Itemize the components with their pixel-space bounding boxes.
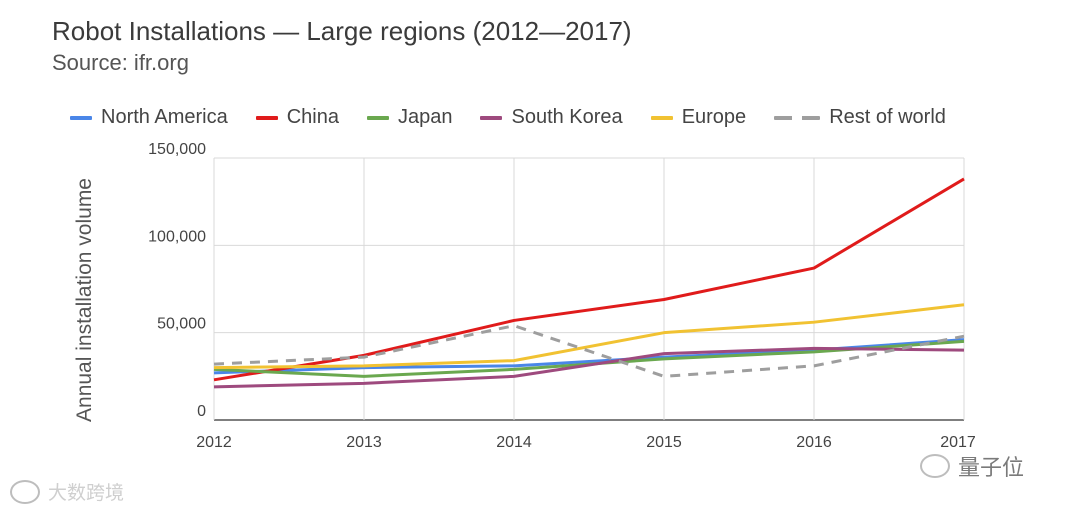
series-line-south-korea: [213, 346, 965, 389]
x-tick-label: 2016: [796, 434, 832, 451]
watermark-right: 量子位: [920, 450, 1024, 482]
series-line-china: [213, 177, 965, 382]
wechat-icon: [920, 454, 950, 478]
legend-item-north-america: North America: [70, 106, 228, 129]
legend-item-south-korea: South Korea: [480, 106, 623, 129]
legend-swatch: [366, 115, 389, 120]
x-tick-label: 2015: [646, 434, 682, 451]
watermark-logo-icon: [10, 479, 40, 504]
legend-label: South Korea: [511, 106, 623, 128]
legend-item-europe: Europe: [650, 106, 747, 129]
series-line-north-america: [213, 338, 965, 375]
legend-label: China: [286, 106, 339, 128]
legend-swatch: [480, 115, 503, 120]
watermark-left: 大数跨境: [10, 478, 124, 505]
y-tick-label: 150,000: [148, 141, 206, 158]
legend-label: Rest of world: [829, 106, 946, 128]
y-tick-label: 50,000: [157, 316, 206, 333]
chart-title: Robot Installations — Large regions (201…: [52, 16, 632, 46]
legend-swatch: [70, 115, 92, 120]
legend-item-japan: Japan: [366, 106, 453, 129]
legend-swatch: [774, 115, 821, 120]
series-line-europe: [213, 303, 965, 370]
legend-swatch: [650, 115, 673, 120]
y-tick-label: 100,000: [148, 228, 206, 245]
chart-subtitle: Source: ifr.org: [52, 50, 189, 75]
chart-legend: North America China Japan South Korea Europe…: [70, 106, 974, 129]
x-tick-label: 2017: [940, 434, 976, 451]
series-line-rest-of-world: [213, 324, 965, 378]
watermark-right-text: 量子位: [958, 455, 1025, 480]
legend-label: Japan: [397, 106, 453, 128]
x-tick-label: 2014: [496, 434, 532, 451]
watermark-left-text: 大数跨境: [48, 483, 125, 504]
legend-label: Europe: [681, 106, 747, 128]
x-tick-label: 2012: [196, 434, 232, 451]
x-tick-label: 2013: [346, 434, 382, 451]
legend-swatch: [255, 115, 278, 120]
legend-label: North America: [101, 106, 228, 128]
y-tick-label: 0: [197, 403, 206, 420]
legend-item-china: China: [255, 106, 339, 129]
legend-item-rest-of-world: Rest of world: [774, 106, 946, 129]
